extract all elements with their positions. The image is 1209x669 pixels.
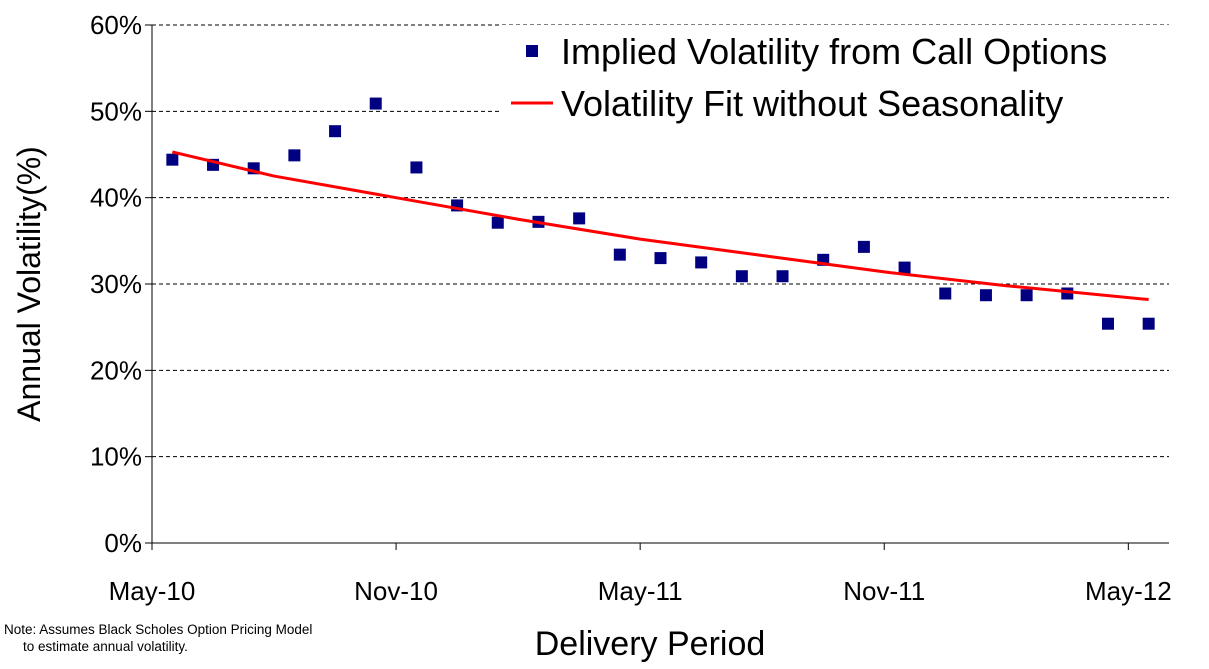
- marker: [939, 287, 952, 300]
- marker: [1020, 289, 1033, 302]
- marker: [329, 125, 342, 138]
- y-tick-label: 0%: [104, 528, 142, 558]
- marker: [613, 248, 626, 261]
- legend-marker: [526, 45, 538, 57]
- marker: [491, 216, 504, 229]
- x-tick-label: May-11: [598, 576, 683, 606]
- x-tick-label: May-12: [1085, 576, 1172, 606]
- y-tick-label: 30%: [90, 269, 142, 299]
- note: to estimate annual volatility.: [23, 639, 188, 654]
- marker: [979, 289, 992, 302]
- x-tick-label: May-10: [109, 576, 196, 606]
- marker: [735, 270, 748, 283]
- x-tick-label: Nov-11: [843, 576, 925, 606]
- marker: [1142, 317, 1155, 330]
- marker: [776, 270, 789, 283]
- x-tick-label: Nov-10: [354, 576, 438, 606]
- note: Note: Assumes Black Scholes Option Prici…: [4, 622, 312, 637]
- marker: [695, 256, 708, 269]
- y-tick-label: 20%: [90, 355, 142, 385]
- legend-label: Volatility Fit without Seasonality: [561, 83, 1063, 124]
- y-tick-label: 50%: [90, 96, 142, 126]
- fit-line: [171, 150, 1149, 302]
- legend-box: [499, 25, 1175, 125]
- x-axis-label: Delivery Period: [535, 625, 766, 663]
- y-tick-label: 60%: [90, 10, 142, 40]
- marker: [1101, 317, 1114, 330]
- marker: [898, 261, 911, 274]
- y-tick-label: 40%: [90, 183, 142, 213]
- marker: [410, 161, 423, 174]
- legend-label: Implied Volatility from Call Options: [561, 31, 1107, 72]
- marker: [857, 240, 870, 253]
- marker: [573, 212, 586, 225]
- marker: [288, 149, 301, 162]
- marker: [654, 252, 667, 265]
- marker: [369, 97, 382, 110]
- y-axis-label: Annual Volatility(%): [11, 146, 47, 422]
- y-tick-label: 10%: [90, 442, 142, 472]
- marker: [166, 153, 179, 166]
